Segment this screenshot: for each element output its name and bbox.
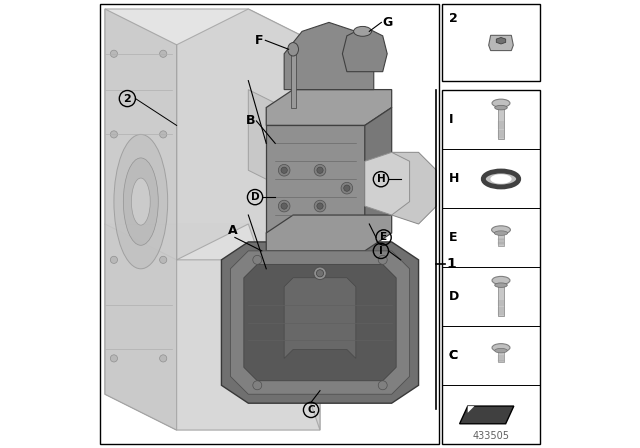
Text: 2: 2 <box>449 12 458 25</box>
Polygon shape <box>496 38 506 44</box>
Circle shape <box>159 256 167 263</box>
Polygon shape <box>105 224 320 430</box>
Text: A: A <box>228 224 238 237</box>
Circle shape <box>110 256 118 263</box>
Polygon shape <box>342 27 387 72</box>
Polygon shape <box>230 251 410 394</box>
Polygon shape <box>489 35 513 51</box>
Bar <box>499 351 504 362</box>
Text: C: C <box>449 349 458 362</box>
Circle shape <box>253 255 262 264</box>
Ellipse shape <box>124 158 158 246</box>
Ellipse shape <box>495 283 508 288</box>
Ellipse shape <box>494 231 508 235</box>
Polygon shape <box>248 90 320 197</box>
Text: I: I <box>449 113 453 126</box>
Bar <box>499 108 504 138</box>
Text: H: H <box>376 174 385 184</box>
Circle shape <box>159 131 167 138</box>
Polygon shape <box>460 406 514 424</box>
Text: E: E <box>380 233 387 242</box>
Polygon shape <box>284 278 356 358</box>
Circle shape <box>314 267 326 280</box>
Polygon shape <box>365 152 410 215</box>
Polygon shape <box>244 264 396 381</box>
Bar <box>442 4 540 81</box>
Polygon shape <box>266 125 365 233</box>
Ellipse shape <box>492 226 511 234</box>
Bar <box>499 233 504 246</box>
Ellipse shape <box>495 105 508 110</box>
Circle shape <box>316 270 324 277</box>
Ellipse shape <box>490 174 511 184</box>
Circle shape <box>314 164 326 176</box>
Polygon shape <box>468 406 474 413</box>
Ellipse shape <box>492 99 510 107</box>
Ellipse shape <box>131 178 150 225</box>
Text: C: C <box>449 349 458 362</box>
Circle shape <box>317 203 323 209</box>
Polygon shape <box>105 9 320 260</box>
Circle shape <box>378 255 387 264</box>
Text: 433505: 433505 <box>472 431 509 441</box>
Ellipse shape <box>495 349 508 353</box>
Circle shape <box>344 185 350 191</box>
Text: E: E <box>449 232 457 245</box>
Ellipse shape <box>492 276 510 284</box>
Bar <box>499 285 504 316</box>
Polygon shape <box>105 9 177 430</box>
Circle shape <box>110 50 118 57</box>
Ellipse shape <box>354 26 371 36</box>
Polygon shape <box>177 9 320 430</box>
Circle shape <box>159 355 167 362</box>
Text: 2: 2 <box>124 94 131 103</box>
Bar <box>291 49 296 108</box>
Ellipse shape <box>492 344 510 352</box>
Text: C: C <box>307 405 315 415</box>
Text: G: G <box>383 16 393 29</box>
Circle shape <box>110 131 118 138</box>
Polygon shape <box>266 215 392 251</box>
Text: D: D <box>251 192 259 202</box>
Text: F: F <box>255 34 263 47</box>
Circle shape <box>110 355 118 362</box>
Circle shape <box>281 203 287 209</box>
Polygon shape <box>365 108 392 233</box>
Bar <box>100 4 439 444</box>
Polygon shape <box>266 90 392 125</box>
Text: B: B <box>246 114 255 128</box>
Circle shape <box>253 381 262 390</box>
Text: D: D <box>449 290 459 303</box>
Circle shape <box>378 381 387 390</box>
Bar <box>442 90 540 444</box>
Polygon shape <box>221 242 419 403</box>
Text: I: I <box>379 246 383 256</box>
Ellipse shape <box>288 43 298 56</box>
Polygon shape <box>392 152 436 224</box>
Text: H: H <box>449 172 459 185</box>
Circle shape <box>317 167 323 173</box>
Polygon shape <box>284 22 374 90</box>
Ellipse shape <box>114 134 168 269</box>
Circle shape <box>278 164 290 176</box>
Circle shape <box>159 50 167 57</box>
Circle shape <box>314 200 326 212</box>
Ellipse shape <box>483 171 518 187</box>
Circle shape <box>278 200 290 212</box>
Text: 1: 1 <box>446 257 456 271</box>
Circle shape <box>341 182 353 194</box>
Circle shape <box>281 167 287 173</box>
